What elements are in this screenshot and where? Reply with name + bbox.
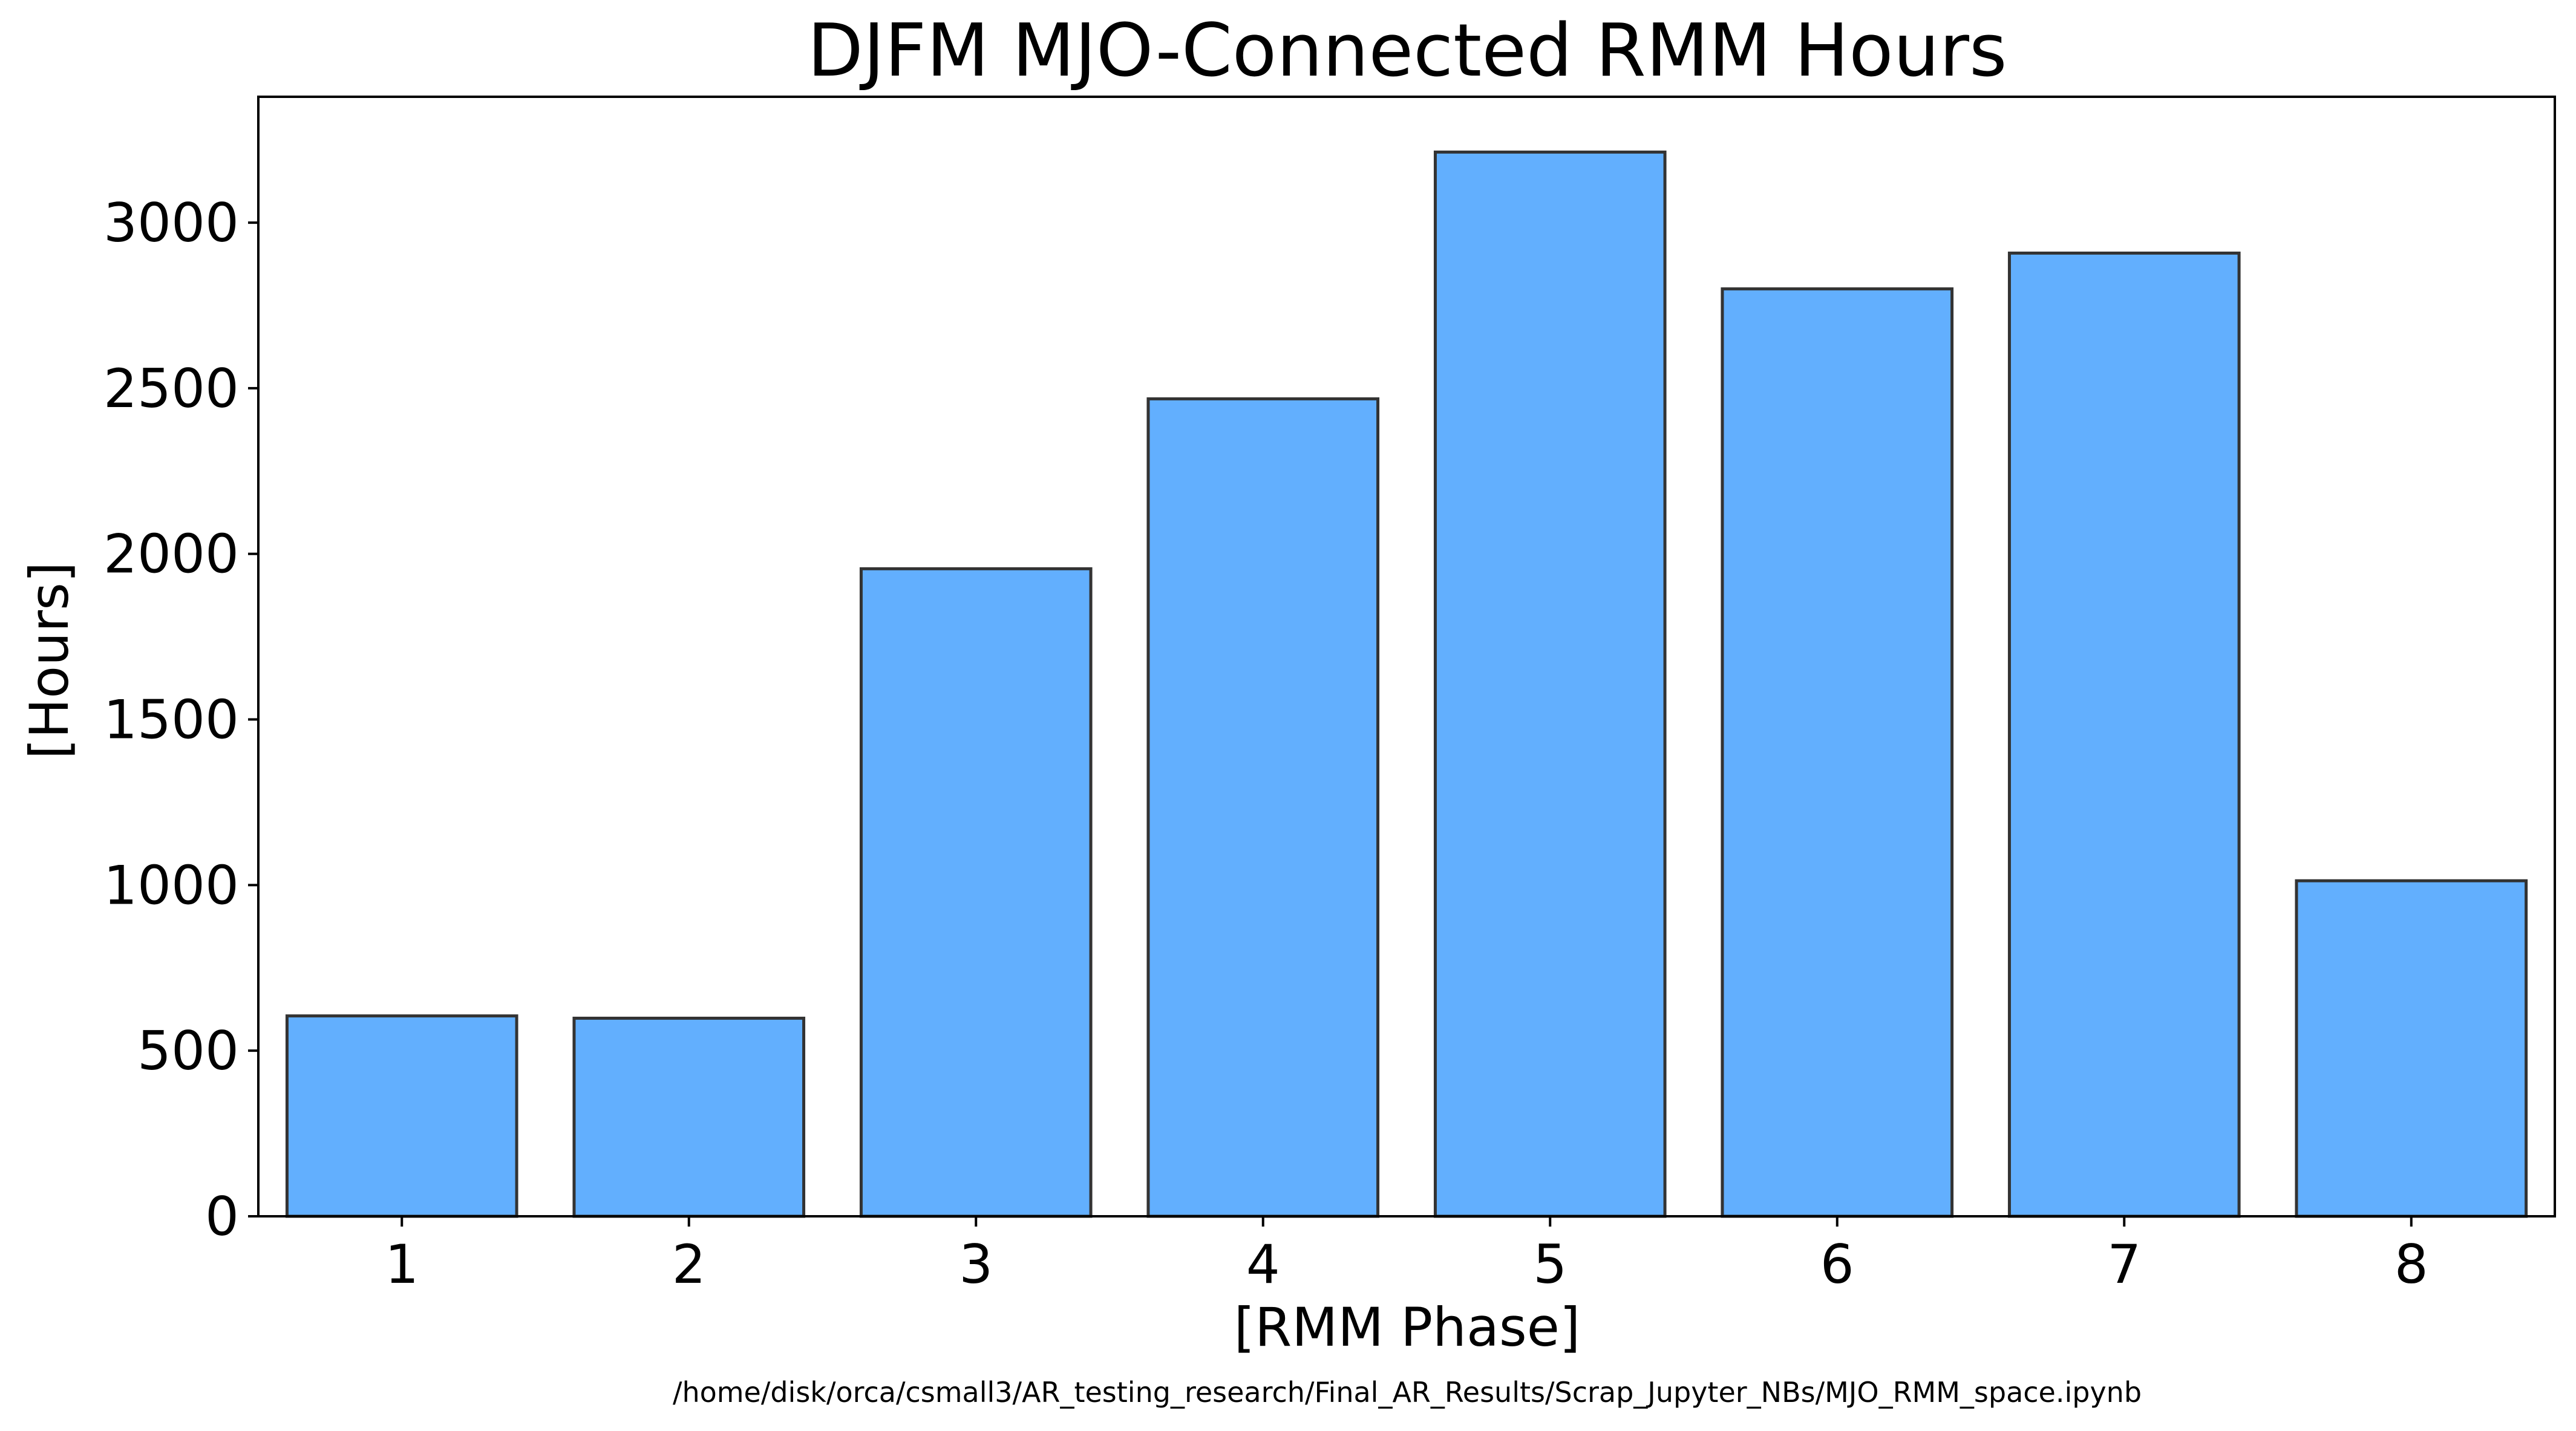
x-tick-label: 6 xyxy=(1820,1233,1854,1296)
chart-title: DJFM MJO-Connected RMM Hours xyxy=(808,9,2007,93)
bar-phase-4 xyxy=(1146,397,1380,1218)
bar-phase-1 xyxy=(285,1014,518,1218)
y-tick-label: 2000 xyxy=(103,523,239,585)
y-tick-label: 1000 xyxy=(103,854,239,916)
x-tick-label: 4 xyxy=(1246,1233,1280,1296)
x-tick-label: 5 xyxy=(1533,1233,1567,1296)
x-tick-label: 1 xyxy=(385,1233,419,1296)
bar-phase-5 xyxy=(1433,150,1667,1218)
x-tick-label: 3 xyxy=(959,1233,993,1296)
y-tick-label: 2500 xyxy=(103,357,239,420)
x-axis-label: [RMM Phase] xyxy=(1234,1296,1580,1358)
y-tick-label: 0 xyxy=(205,1185,239,1248)
y-axis-label: [Hours] xyxy=(18,562,80,759)
bar-phase-2 xyxy=(572,1017,806,1218)
y-tick-label: 500 xyxy=(137,1020,239,1082)
x-tick-label: 7 xyxy=(2107,1233,2141,1296)
bar-phase-7 xyxy=(2007,251,2241,1218)
y-tick-label: 3000 xyxy=(103,192,239,254)
plot-frame xyxy=(257,96,2556,1217)
x-tick-label: 2 xyxy=(672,1233,706,1296)
y-tick-label: 1500 xyxy=(103,689,239,751)
bar-phase-6 xyxy=(1721,287,1954,1218)
source-file-path: /home/disk/orca/csmall3/AR_testing_resea… xyxy=(673,1376,2142,1409)
bar-phase-3 xyxy=(859,567,1093,1218)
x-tick-label: 8 xyxy=(2395,1233,2428,1296)
plot-area: 0 500 1000 1500 2000 2500 3000 1 2 3 4 5 6 7 8 xyxy=(103,96,2556,1296)
bar-phase-8 xyxy=(2295,879,2528,1218)
